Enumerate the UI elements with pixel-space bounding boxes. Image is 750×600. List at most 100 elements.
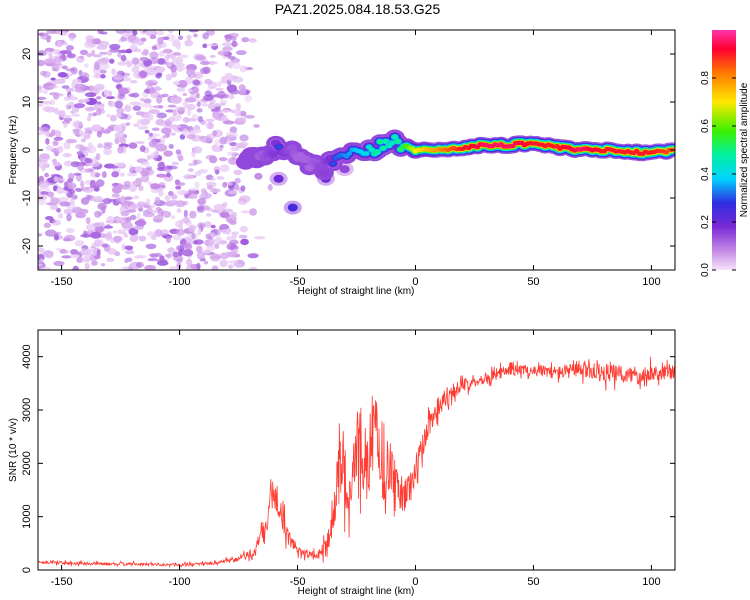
noise-speckle	[149, 51, 159, 60]
noise-speckle	[154, 150, 159, 159]
noise-speckle	[198, 169, 208, 174]
noise-speckle	[174, 179, 181, 185]
noise-speckle	[219, 211, 230, 219]
noise-speckle	[124, 30, 135, 34]
noise-speckle	[244, 94, 252, 103]
noise-speckle	[214, 169, 220, 175]
noise-speckle	[112, 235, 123, 243]
noise-speckle	[189, 187, 199, 191]
noise-speckle	[139, 201, 145, 206]
ridge-blob	[304, 163, 315, 172]
noise-speckle	[44, 58, 57, 64]
noise-speckle	[154, 229, 163, 238]
noise-speckle	[134, 219, 147, 227]
noise-speckle	[229, 126, 238, 134]
noise-speckle	[222, 46, 233, 51]
noise-speckle	[111, 68, 116, 75]
noise-speckle	[93, 255, 101, 260]
noise-speckle	[172, 80, 180, 86]
noise-speckle	[167, 61, 172, 68]
noise-speckle	[46, 35, 51, 43]
noise-speckle	[134, 140, 145, 145]
ridge-blob	[363, 151, 370, 156]
noise-speckle	[148, 132, 153, 137]
noise-speckle	[234, 183, 240, 191]
noise-speckle	[148, 109, 160, 115]
noise-speckle	[193, 86, 200, 94]
noise-speckle	[145, 80, 155, 87]
noise-speckle	[96, 101, 102, 105]
colorbar: 0.0 0.2 0.4 0.6 0.8 Normalized spectral ampl…	[700, 30, 750, 277]
noise-speckle	[38, 126, 44, 131]
noise-speckle	[65, 103, 71, 111]
noise-speckle	[45, 188, 51, 192]
snr-content	[38, 356, 675, 569]
noise-speckle	[85, 216, 91, 225]
noise-speckle	[156, 30, 165, 36]
noise-speckle	[209, 253, 221, 262]
noise-speckle	[63, 141, 71, 150]
noise-speckle	[44, 229, 57, 237]
noise-speckle	[249, 208, 258, 216]
noise-speckle	[61, 255, 72, 259]
noise-speckle	[208, 155, 218, 164]
noise-speckle	[133, 233, 139, 241]
noise-speckle	[94, 210, 102, 218]
noise-speckle	[56, 186, 65, 195]
noise-speckle	[182, 249, 194, 257]
noise-speckle	[38, 103, 44, 107]
noise-speckle	[226, 236, 234, 241]
noise-speckle	[88, 112, 94, 117]
noise-speckle	[117, 145, 124, 154]
noise-speckle	[228, 190, 239, 195]
noise-speckle	[89, 185, 101, 189]
noise-speckle	[96, 249, 101, 257]
noise-speckle	[207, 86, 215, 90]
noise-speckle	[170, 215, 175, 219]
noise-speckle	[224, 72, 233, 80]
noise-speckle	[208, 238, 216, 245]
noise-speckle	[144, 30, 156, 35]
noise-speckle	[106, 257, 115, 263]
noise-speckle	[39, 267, 52, 270]
noise-speckle	[62, 153, 72, 158]
noise-speckle	[140, 174, 150, 183]
colorbar-label: Normalized spectral amplitude	[739, 82, 750, 217]
noise-speckle	[175, 200, 186, 208]
noise-speckle	[120, 54, 127, 62]
noise-speckle	[76, 132, 88, 136]
noise-speckle	[112, 230, 118, 234]
noise-speckle	[240, 185, 246, 192]
noise-speckle	[63, 121, 68, 129]
noise-speckle	[101, 171, 107, 179]
noise-speckle	[90, 245, 96, 249]
spectrogram-content	[38, 30, 675, 270]
noise-speckle	[163, 150, 173, 157]
noise-speckle	[188, 30, 199, 33]
noise-speckle	[135, 177, 143, 184]
noise-speckle	[149, 253, 159, 258]
noise-speckle	[232, 61, 241, 70]
noise-speckle	[201, 103, 209, 107]
noise-speckle	[162, 48, 173, 54]
noise-speckle	[65, 138, 78, 144]
noise-speckle	[86, 53, 93, 58]
noise-speckle	[71, 113, 81, 117]
noise-speckle	[124, 196, 133, 200]
noise-speckle	[185, 258, 193, 267]
noise-speckle	[175, 245, 181, 251]
noise-speckle	[151, 127, 160, 131]
noise-speckle	[208, 121, 213, 130]
noise-speckle	[151, 45, 158, 51]
noise-speckle	[106, 114, 111, 118]
noise-speckle	[53, 136, 64, 141]
noise-speckle	[68, 32, 77, 40]
noise-speckle	[137, 125, 149, 130]
noise-speckle	[199, 135, 212, 143]
noise-speckle	[212, 130, 217, 137]
noise-speckle	[228, 94, 235, 100]
noise-speckle	[113, 74, 124, 81]
noise-speckle	[125, 122, 131, 126]
noise-speckle	[59, 50, 72, 55]
noise-speckle	[161, 93, 169, 98]
